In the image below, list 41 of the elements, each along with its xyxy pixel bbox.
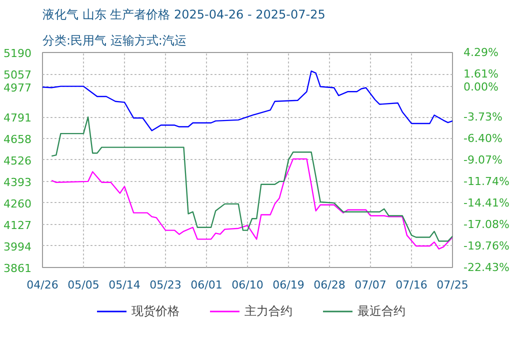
y2-tick-label: -6.40%: [464, 132, 502, 146]
x-tick-label: 05/05: [68, 278, 100, 292]
line-series: [42, 70, 452, 132]
y-tick-label: 4977: [4, 81, 32, 94]
line-series: [51, 158, 452, 250]
legend-label: 现货价格: [132, 302, 180, 320]
y2-tick-label: -17.08%: [464, 218, 510, 231]
chart-subtitle: 分类:民用气 运输方式:汽运: [42, 34, 186, 48]
y-tick-label: 5190: [4, 47, 32, 60]
x-tick-label: 05/14: [108, 278, 140, 292]
y-tick-label: 4791: [4, 112, 32, 125]
y2-tick-label: -11.74%: [464, 174, 510, 188]
x-tick-label: 06/10: [232, 278, 264, 292]
x-tick-label: 05/23: [150, 278, 182, 292]
chart-title: 液化气 山东 生产者价格 2025-04-26 - 2025-07-25: [42, 8, 326, 22]
legend-label: 主力合约: [244, 302, 292, 320]
x-tick-label: 07/25: [436, 278, 468, 292]
y-tick-label: 4393: [4, 176, 32, 189]
y-tick-label: 4526: [4, 154, 32, 168]
line-series: [51, 116, 452, 242]
legend-label: 最近合约: [358, 302, 406, 320]
x-tick-label: 06/19: [272, 278, 304, 292]
y-tick-label: 4260: [4, 197, 32, 210]
y-tick-label: 4127: [4, 218, 32, 232]
x-tick-label: 07/16: [396, 278, 428, 292]
y2-tick-label: -3.73%: [464, 110, 502, 124]
y2-tick-label: -19.76%: [464, 240, 510, 253]
y2-tick-label: 1.61%: [464, 68, 498, 81]
x-tick-label: 07/07: [354, 278, 386, 292]
y2-tick-label: -22.43%: [464, 261, 510, 274]
y2-tick-label: 4.29%: [464, 46, 498, 59]
y-tick-label: 3994: [4, 240, 32, 254]
y2-tick-label: -14.41%: [464, 196, 510, 210]
y-tick-label: 5057: [4, 68, 32, 82]
x-tick-label: 06/01: [190, 278, 222, 292]
x-tick-label: 04/26: [26, 278, 58, 292]
y2-tick-label: -9.07%: [464, 154, 502, 166]
y-tick-label: 4658: [4, 133, 32, 146]
y-tick-label: 3861: [4, 262, 32, 275]
y2-tick-label: 0.00%: [464, 80, 498, 94]
x-tick-label: 06/28: [314, 278, 346, 292]
